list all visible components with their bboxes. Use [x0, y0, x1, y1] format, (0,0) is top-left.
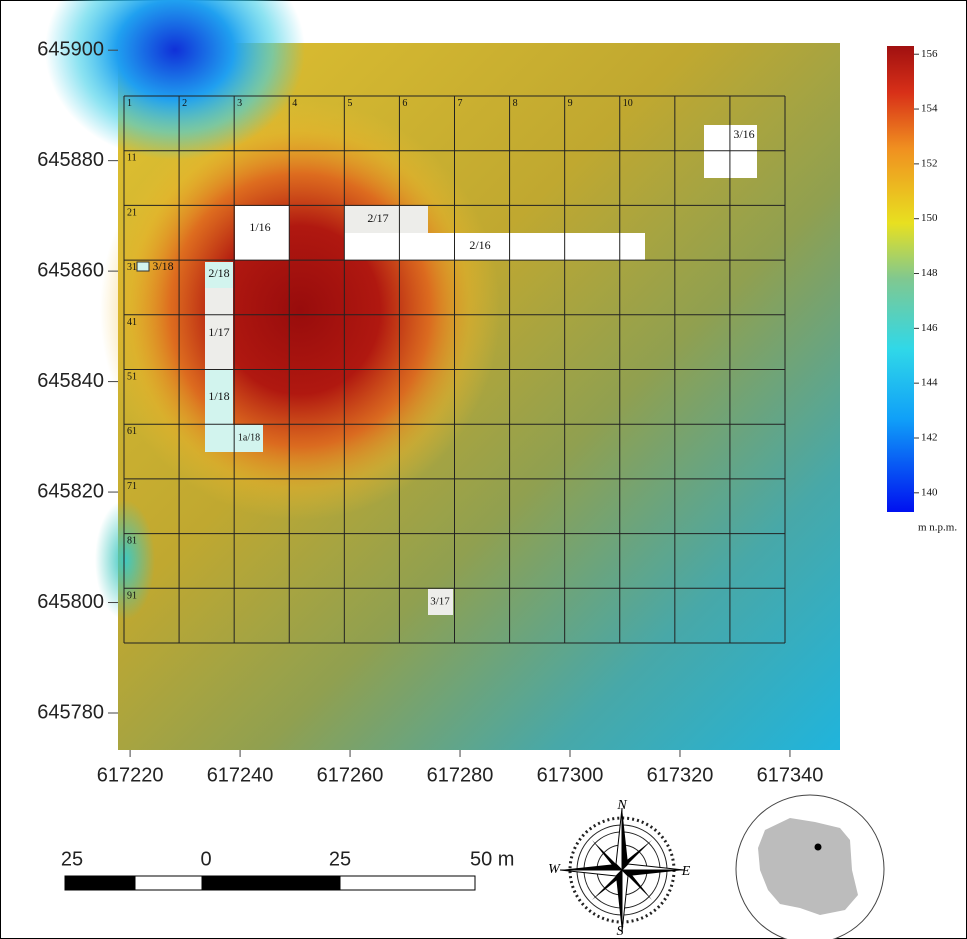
- grid-cell-label: 51: [127, 372, 137, 383]
- grid-cell-label: 4: [292, 98, 297, 109]
- compass: [559, 807, 685, 933]
- grid-cell-label: 8: [513, 98, 518, 109]
- x-tick-label: 617280: [427, 764, 494, 786]
- trench-label: 1/18: [208, 389, 229, 403]
- grid-cell-label: 7: [458, 98, 463, 109]
- grid-cell-label: 61: [127, 426, 137, 437]
- grid-cell-label: 81: [127, 536, 137, 547]
- trench-label: 3/16: [733, 127, 754, 141]
- colorbar-tick-label: 140: [921, 486, 938, 498]
- x-tick-label: 617340: [757, 764, 824, 786]
- trench-label: 1/16: [249, 220, 270, 234]
- colorbar-tick-label: 144: [921, 377, 938, 389]
- colorbar-tick-label: 148: [921, 267, 938, 279]
- compass-label: W: [548, 862, 561, 877]
- colorbar-tick-label: 152: [921, 157, 938, 169]
- trench-label: 2/17: [367, 211, 388, 225]
- scale-bar: [64, 875, 476, 891]
- grid-cell-label: 1: [127, 98, 132, 109]
- survey-grid: [123, 95, 786, 644]
- trench-label: 1/17: [208, 325, 229, 339]
- y-tick-label: 645860: [37, 259, 104, 281]
- grid-cell-label: 71: [127, 481, 137, 492]
- x-tick-label: 617240: [207, 764, 274, 786]
- x-tick-label: 617260: [317, 764, 384, 786]
- x-tick-label: 617220: [97, 764, 164, 786]
- trench-label: 2/18: [208, 266, 229, 280]
- scale-label: 0: [200, 848, 211, 870]
- scale-label: 25: [329, 848, 351, 870]
- grid-cell-label: 3: [237, 98, 242, 109]
- grid-cell-label: 2: [182, 98, 187, 109]
- colorbar-tick-label: 146: [921, 322, 938, 334]
- colorbar-tick-label: 154: [921, 103, 938, 115]
- trench-label: 3/18: [152, 259, 173, 273]
- trenches: 3/16 1/16 2/17 2/16 3/18 2/18 1/17 1/18 …: [136, 125, 757, 615]
- colorbar: [887, 46, 914, 512]
- scale-label: 25: [61, 848, 83, 870]
- grid-cell-label: 91: [127, 590, 137, 601]
- scale-label: 50 m: [470, 848, 514, 870]
- x-tick-label: 617300: [537, 764, 604, 786]
- colorbar-unit: m n.p.m.: [918, 522, 957, 534]
- y-tick-label: 645880: [37, 149, 104, 171]
- colorbar-tick-label: 142: [921, 432, 938, 444]
- grid-cell-label: 31: [127, 262, 137, 273]
- colorbar-tick-label: 156: [921, 48, 938, 60]
- trench-label: 3/17: [430, 596, 450, 608]
- y-tick-label: 645820: [37, 480, 104, 502]
- grid-cell-label: 11: [127, 153, 137, 164]
- colorbar-tick-label: 150: [921, 212, 938, 224]
- grid-cell-label: 5: [347, 98, 352, 109]
- grid-cell-label: 6: [402, 98, 407, 109]
- grid-cell-label: 9: [568, 98, 573, 109]
- y-tick-label: 645840: [37, 370, 104, 392]
- x-tick-label: 617320: [647, 764, 714, 786]
- trench-label: 1a/18: [238, 432, 260, 443]
- compass-label: S: [617, 924, 624, 939]
- y-tick-label: 645900: [37, 38, 104, 60]
- compass-label: E: [681, 864, 691, 879]
- grid-cell-label: 41: [127, 317, 137, 328]
- y-tick-label: 645800: [37, 591, 104, 613]
- grid-cell-label: 10: [623, 98, 633, 109]
- grid-cell-label: 21: [127, 207, 137, 218]
- compass-label: N: [616, 798, 627, 813]
- trench-label: 2/16: [469, 238, 490, 252]
- terrain-map: [45, 0, 840, 750]
- y-tick-label: 645780: [37, 701, 104, 723]
- locator-map: [735, 794, 885, 939]
